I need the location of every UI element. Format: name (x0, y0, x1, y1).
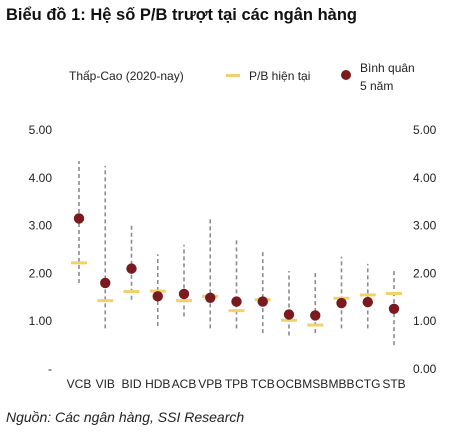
y-left-tick-label: - (48, 362, 52, 376)
y-right-tick-label: 5.00 (413, 123, 437, 137)
average-marker-vcb (73, 213, 85, 224)
current-marker-ctg (359, 293, 376, 297)
y-left-tick-label: 5.00 (29, 123, 53, 137)
x-category-label: VCB (67, 377, 92, 391)
current-marker-msb (307, 323, 324, 327)
y-left-tick-label: 2.00 (29, 266, 53, 280)
legend-current-marker (226, 74, 240, 77)
current-marker-ocb (281, 318, 297, 322)
current-marker-stb (386, 291, 402, 295)
legend: Thấp-Cao (2020-nay) P/B hiện tại Bình qu… (69, 61, 415, 93)
y-left-tick-label: 4.00 (29, 171, 53, 185)
y-axis-left: - 1.00 2.00 3.00 4.00 5.00 (29, 123, 53, 376)
average-marker-hdb (152, 291, 163, 302)
average-marker-bid (126, 263, 137, 274)
average-marker-msb (310, 310, 321, 321)
average-marker-vpb (205, 292, 216, 303)
y-left-tick-label: 1.00 (29, 314, 53, 328)
current-marker-vib (97, 299, 114, 303)
x-category-label: TCB (251, 377, 275, 391)
average-marker-tcb (257, 296, 268, 307)
average-marker-vib (100, 277, 111, 289)
x-category-label: MSB (302, 377, 328, 391)
x-category-label: STB (382, 377, 405, 391)
y-right-tick-label: 2.00 (413, 266, 437, 280)
source-note: Nguồn: Các ngân hàng, SSI Research (6, 409, 245, 425)
average-marker-acb (178, 288, 190, 300)
legend-avg-label-line1: Bình quân (360, 61, 415, 75)
x-category-label: BID (121, 377, 141, 391)
legend-current-label: P/B hiện tại (249, 69, 310, 83)
y-axis-right: 0.00 1.00 2.00 3.00 4.00 5.00 (413, 123, 437, 376)
average-marker-tpb (231, 296, 242, 307)
x-axis-categories: VCB VIB BID HDB ACB VPB TPB TCB OCB MSB MBB CTG STB (67, 377, 406, 391)
current-marker-bid (123, 290, 140, 294)
x-category-label: OCB (276, 377, 302, 391)
x-category-label: MBB (328, 377, 354, 391)
average-markers (73, 213, 400, 321)
x-category-label: VIB (96, 377, 115, 391)
x-category-label: HDB (145, 377, 170, 391)
legend-avg-marker (341, 70, 351, 80)
current-marker-hdb (149, 289, 166, 293)
y-left-tick-label: 3.00 (29, 219, 53, 233)
x-category-label: VPB (198, 377, 222, 391)
average-marker-stb (388, 303, 400, 314)
x-category-label: CTG (355, 377, 380, 391)
range-lines (78, 161, 395, 346)
average-marker-ctg (362, 296, 373, 308)
y-right-tick-label: 4.00 (413, 171, 437, 185)
legend-range-label: Thấp-Cao (2020-nay) (69, 69, 184, 83)
legend-avg-label-line2: 5 năm (360, 79, 393, 93)
x-category-label: TPB (225, 377, 248, 391)
average-marker-ocb (283, 309, 295, 320)
chart-title: Biểu đồ 1: Hệ số P/B trượt tại các ngân … (6, 6, 357, 24)
y-right-tick-label: 1.00 (413, 314, 437, 328)
y-right-tick-label: 0.00 (413, 362, 437, 376)
current-marker-tpb (228, 309, 245, 313)
y-right-tick-label: 3.00 (413, 219, 437, 233)
current-marker-vcb (71, 261, 87, 265)
current-marker-acb (176, 299, 192, 303)
average-marker-mbb (336, 297, 347, 309)
x-category-label: ACB (172, 377, 197, 391)
